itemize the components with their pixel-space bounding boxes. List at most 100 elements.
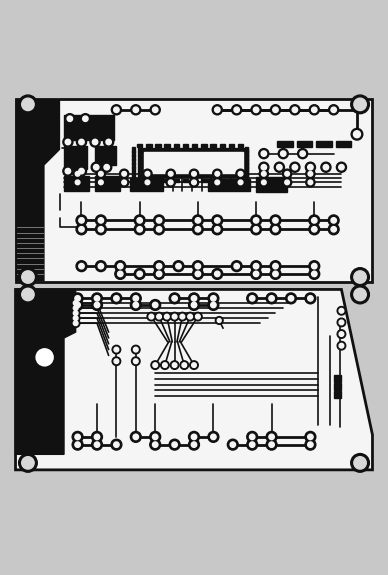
Bar: [245, 167, 248, 171]
Circle shape: [273, 263, 278, 269]
Bar: [336, 141, 351, 147]
Circle shape: [63, 137, 73, 147]
Circle shape: [351, 268, 369, 286]
Circle shape: [132, 346, 140, 354]
Circle shape: [232, 105, 242, 115]
Bar: [174, 144, 179, 147]
Circle shape: [249, 434, 255, 440]
Circle shape: [192, 171, 196, 176]
Circle shape: [79, 263, 84, 269]
Circle shape: [149, 315, 154, 319]
Circle shape: [152, 302, 158, 308]
Circle shape: [92, 431, 102, 442]
Circle shape: [79, 218, 84, 223]
Bar: [245, 155, 248, 160]
Circle shape: [208, 431, 219, 442]
Circle shape: [79, 227, 84, 232]
Circle shape: [73, 306, 78, 311]
Circle shape: [339, 343, 344, 348]
Circle shape: [75, 171, 80, 176]
Circle shape: [163, 363, 167, 367]
Circle shape: [212, 224, 223, 235]
Bar: [64, 115, 114, 140]
Circle shape: [270, 105, 281, 115]
Circle shape: [323, 164, 329, 170]
Circle shape: [152, 107, 158, 113]
Circle shape: [300, 151, 305, 156]
Circle shape: [251, 215, 262, 226]
Bar: [95, 176, 120, 191]
Circle shape: [137, 218, 142, 223]
Circle shape: [180, 315, 185, 319]
Circle shape: [329, 105, 339, 115]
Circle shape: [266, 431, 277, 442]
Circle shape: [273, 218, 278, 223]
Circle shape: [95, 215, 106, 226]
Circle shape: [189, 439, 199, 450]
Circle shape: [71, 314, 80, 323]
Circle shape: [170, 361, 179, 369]
Circle shape: [273, 227, 278, 232]
Circle shape: [95, 224, 106, 235]
Circle shape: [195, 218, 201, 223]
Circle shape: [191, 434, 197, 440]
Circle shape: [152, 434, 158, 440]
Circle shape: [308, 434, 313, 440]
Circle shape: [168, 180, 173, 185]
Circle shape: [354, 288, 366, 301]
Circle shape: [282, 178, 292, 187]
Bar: [183, 144, 188, 147]
Circle shape: [208, 293, 219, 304]
Circle shape: [234, 107, 239, 113]
Circle shape: [122, 171, 126, 176]
Circle shape: [99, 180, 103, 185]
Circle shape: [104, 164, 109, 170]
Bar: [132, 167, 135, 171]
Circle shape: [67, 116, 73, 121]
Circle shape: [154, 215, 165, 226]
Circle shape: [22, 271, 34, 283]
Circle shape: [192, 215, 203, 226]
Circle shape: [309, 105, 319, 115]
Circle shape: [76, 137, 87, 147]
Circle shape: [195, 263, 201, 269]
Circle shape: [253, 271, 259, 277]
Circle shape: [270, 224, 281, 235]
Circle shape: [145, 171, 150, 176]
Circle shape: [80, 114, 90, 124]
Circle shape: [328, 224, 339, 235]
Bar: [238, 144, 243, 147]
Circle shape: [72, 439, 83, 450]
Circle shape: [71, 319, 80, 328]
Bar: [334, 383, 341, 390]
Circle shape: [134, 224, 145, 235]
Circle shape: [94, 442, 100, 447]
Circle shape: [215, 227, 220, 232]
Bar: [201, 144, 206, 147]
Circle shape: [308, 171, 313, 176]
Bar: [64, 176, 89, 191]
Circle shape: [227, 439, 238, 450]
Circle shape: [262, 180, 266, 185]
Circle shape: [65, 168, 71, 174]
Circle shape: [98, 227, 104, 232]
Circle shape: [259, 178, 268, 187]
Bar: [132, 175, 135, 179]
Circle shape: [115, 260, 126, 271]
Circle shape: [190, 361, 198, 369]
Circle shape: [337, 306, 346, 315]
Circle shape: [115, 269, 126, 279]
Circle shape: [133, 347, 138, 352]
Circle shape: [306, 169, 315, 178]
Circle shape: [98, 218, 104, 223]
Circle shape: [230, 442, 236, 447]
Circle shape: [309, 224, 320, 235]
Circle shape: [169, 439, 180, 450]
Circle shape: [321, 162, 331, 172]
Circle shape: [112, 357, 121, 366]
Bar: [130, 178, 163, 191]
Circle shape: [75, 434, 80, 440]
Circle shape: [290, 105, 300, 115]
Circle shape: [211, 302, 216, 308]
Circle shape: [134, 269, 145, 279]
